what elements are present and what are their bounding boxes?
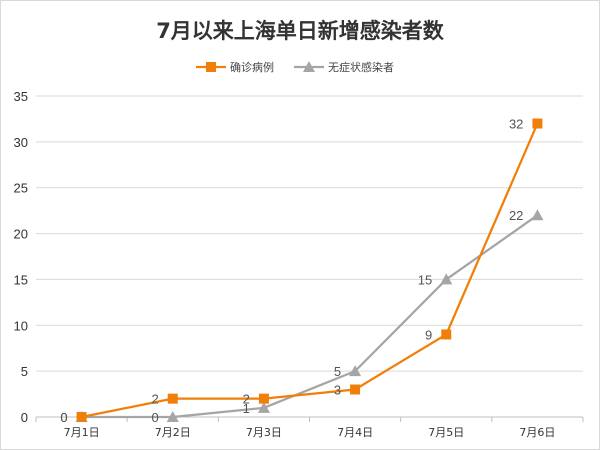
confirmed-point xyxy=(350,384,361,395)
asymptomatic-point xyxy=(440,273,453,285)
y-tick-label: 15 xyxy=(14,272,28,287)
y-tick-label: 0 xyxy=(21,410,28,425)
asymptomatic-data-label: 15 xyxy=(418,272,432,287)
legend-square-marker xyxy=(206,62,216,72)
asymptomatic-data-label: 0 xyxy=(152,410,159,425)
legend-triangle-marker xyxy=(303,61,315,72)
series-line-confirmed xyxy=(81,123,539,419)
confirmed-point xyxy=(532,118,543,129)
asymptomatic-data-label: 0 xyxy=(60,410,67,425)
confirmed-data-label: 0 xyxy=(60,410,67,425)
confirmed-point xyxy=(258,393,269,404)
asymptomatic-data-label: 1 xyxy=(243,401,250,416)
legend: 确诊病例 无症状感染者 xyxy=(196,60,394,74)
chart-title: 7月以来上海单日新增感染者数 xyxy=(156,19,445,43)
asymptomatic-point xyxy=(531,209,544,221)
confirmed-point xyxy=(441,329,452,340)
asymptomatic-point xyxy=(166,411,179,422)
x-tick-label: 7月4日 xyxy=(337,426,373,439)
asymptomatic-data-label: 22 xyxy=(509,208,523,223)
y-tick-label: 10 xyxy=(14,318,28,333)
y-tick-label: 20 xyxy=(14,227,28,242)
confirmed-point xyxy=(167,393,178,404)
asymptomatic-point xyxy=(349,365,362,377)
series-layer xyxy=(75,118,544,422)
y-tick-label: 35 xyxy=(14,89,28,104)
confirmed-data-label: 2 xyxy=(243,392,250,407)
legend-label: 无症状感染者 xyxy=(328,60,394,74)
x-tick-label: 7月1日 xyxy=(64,426,100,439)
confirmed-point xyxy=(76,412,87,422)
x-tick-label: 7月2日 xyxy=(155,426,191,439)
gridlines xyxy=(36,95,583,418)
legend-label: 确诊病例 xyxy=(230,60,274,74)
confirmed-data-label: 2 xyxy=(152,392,159,407)
x-tick-label: 7月5日 xyxy=(428,426,464,439)
y-tick-label: 30 xyxy=(14,135,28,150)
confirmed-data-label: 9 xyxy=(425,327,432,342)
y-tick-label: 25 xyxy=(14,181,28,196)
asymptomatic-point xyxy=(257,401,270,413)
x-tick-label: 7月3日 xyxy=(246,426,282,439)
series-line-asymptomatic xyxy=(81,214,539,419)
confirmed-data-label: 3 xyxy=(334,382,341,397)
x-tick-label: 7月6日 xyxy=(519,426,555,439)
confirmed-data-label: 32 xyxy=(509,117,523,132)
asymptomatic-data-label: 5 xyxy=(334,364,341,379)
y-tick-label: 5 xyxy=(21,364,28,379)
